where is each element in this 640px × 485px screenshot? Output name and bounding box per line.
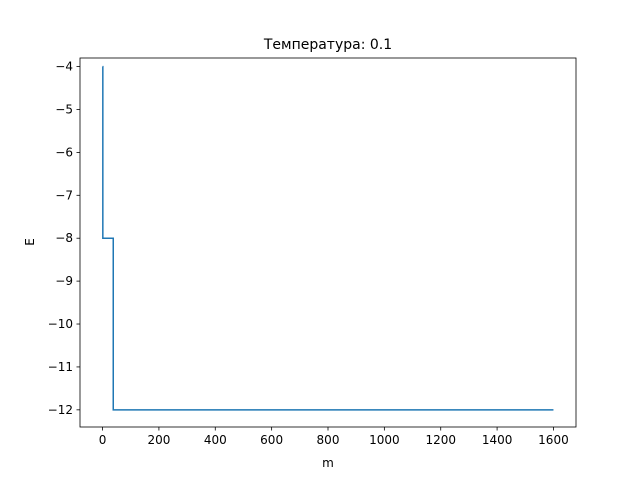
- x-tick-label: 600: [260, 433, 283, 447]
- y-tick-label: −10: [48, 317, 73, 331]
- y-tick-label: −5: [55, 102, 73, 116]
- y-tick-label: −11: [48, 360, 73, 374]
- x-tick-label: 800: [317, 433, 340, 447]
- y-tick-label: −8: [55, 231, 73, 245]
- x-tick-label: 200: [147, 433, 170, 447]
- axes: 0 200 400 600 800 1000 1200 1400 1600 −4 −5 −6 −7 −8 −…: [48, 57, 577, 447]
- x-tick-label: 0: [99, 433, 107, 447]
- x-tick-label: 1200: [425, 433, 456, 447]
- x-axis-title: m: [322, 456, 334, 470]
- x-tick-label: 400: [204, 433, 227, 447]
- y-axis-title: E: [23, 238, 37, 246]
- y-tick-label: −9: [55, 274, 73, 288]
- y-tick-label: −4: [55, 60, 73, 74]
- x-tick-label: 1600: [538, 433, 569, 447]
- x-tick-label: 1400: [482, 433, 513, 447]
- series-line-0: [102, 65, 554, 411]
- x-tick-label: 1000: [369, 433, 400, 447]
- plot-area: [102, 65, 554, 411]
- y-tick-label: −6: [55, 145, 73, 159]
- chart-title: Температура: 0.1: [263, 37, 392, 53]
- y-tick-label: −7: [55, 188, 73, 202]
- y-tick-label: −12: [48, 403, 73, 417]
